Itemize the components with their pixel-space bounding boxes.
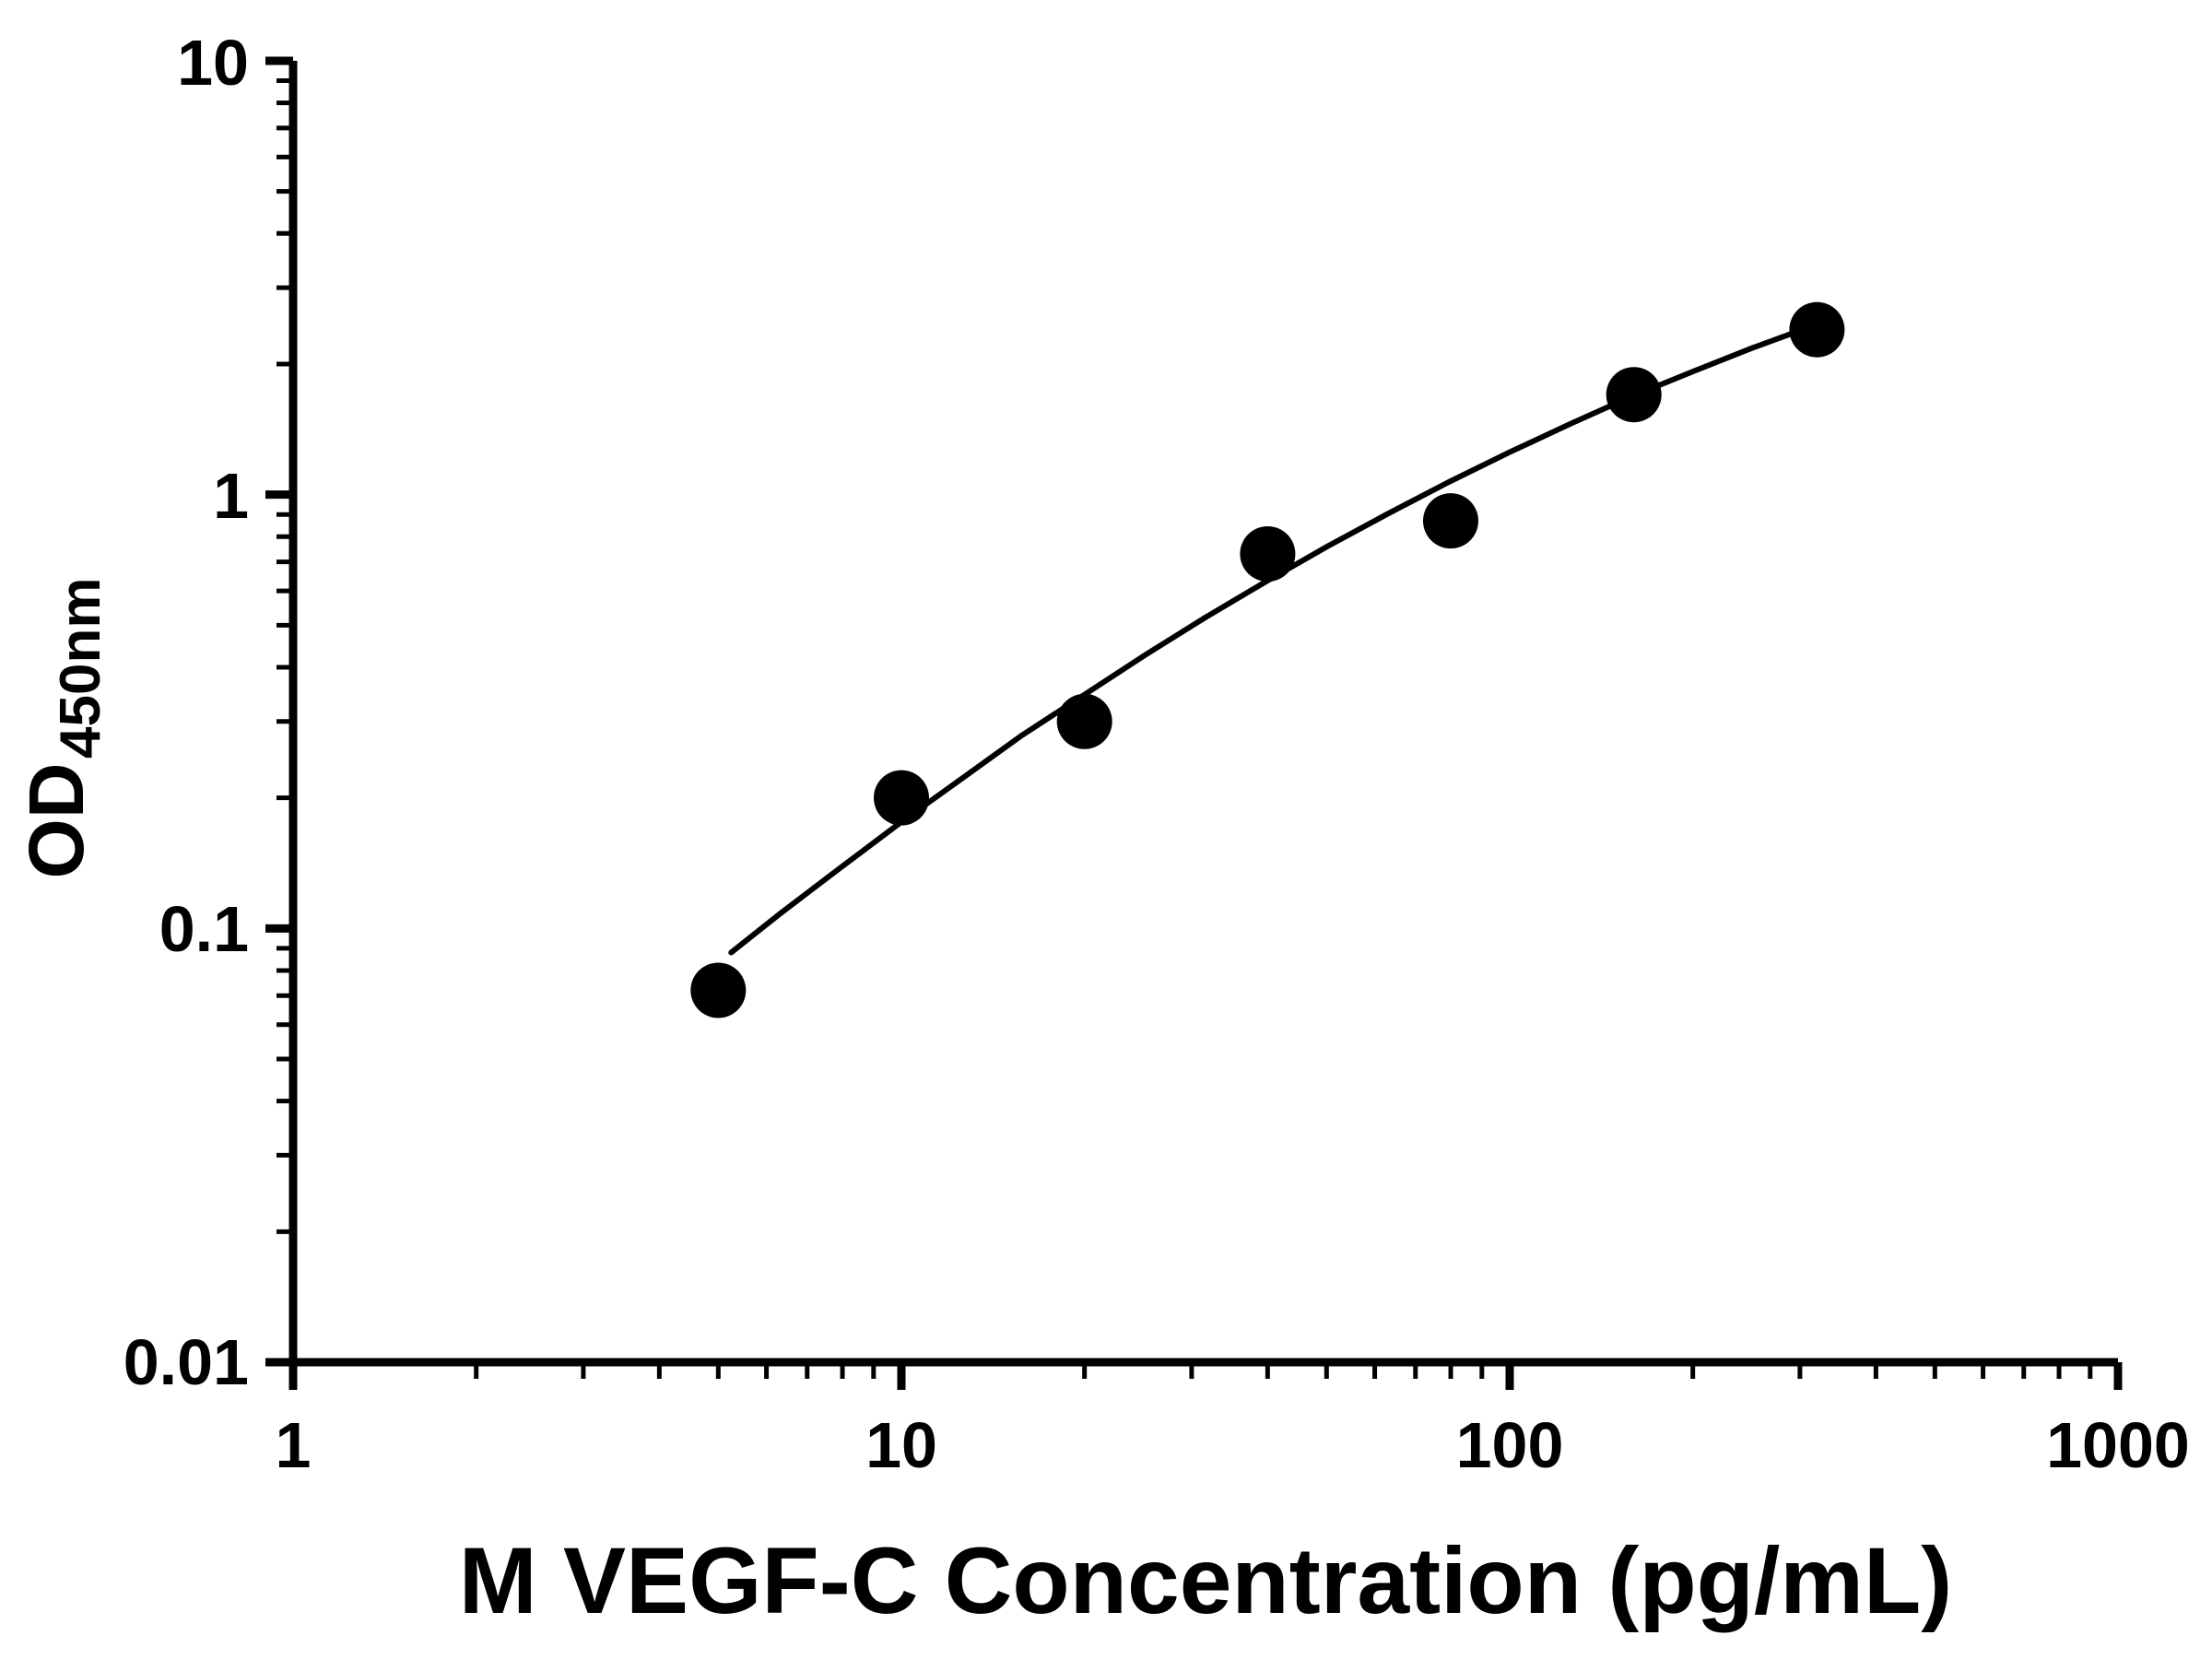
x-tick-label-100: 100 (1456, 1409, 1564, 1481)
y-axis-title: OD 450nm (13, 578, 112, 879)
y-tick-label-1: 1 (213, 460, 249, 532)
y-axis-title-main: OD (13, 762, 100, 878)
data-point (1240, 526, 1296, 582)
data-point (1423, 493, 1478, 549)
x-axis-title: M VEGF-C Concentration (pg/mL) (459, 1528, 1953, 1633)
data-point (1606, 367, 1662, 423)
y-tick-label-0.01: 0.01 (124, 1326, 249, 1398)
y-axis-title-subscript: 450nm (49, 578, 112, 759)
fit-curve (728, 323, 1817, 956)
data-point (1789, 301, 1845, 358)
y-tick-label-0.1: 0.1 (159, 893, 249, 965)
x-tick-label-1: 1 (276, 1409, 312, 1481)
axis-spines (288, 61, 2118, 1367)
x-tick-label-1000: 1000 (2046, 1409, 2190, 1481)
data-point (874, 770, 929, 826)
data-layer (690, 301, 1845, 1018)
x-tick-label-10: 10 (865, 1409, 937, 1481)
y-tick-label-10: 10 (177, 27, 249, 99)
axes-layer (265, 56, 2123, 1390)
data-point (690, 962, 747, 1018)
data-point (1056, 693, 1112, 749)
